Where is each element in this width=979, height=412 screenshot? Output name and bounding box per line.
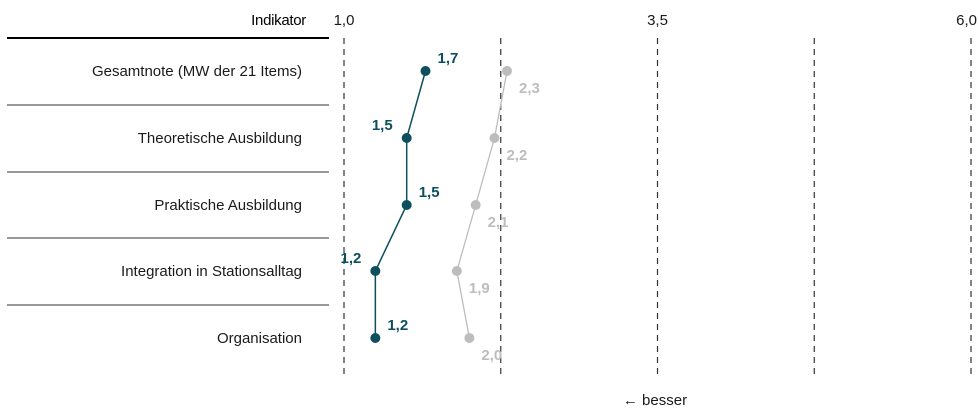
series-0-point xyxy=(420,66,431,76)
series-1-point xyxy=(451,266,462,276)
category-label: Theoretische Ausbildung xyxy=(138,130,302,147)
better-direction-note: ← besser xyxy=(623,392,687,409)
series-0-data-label: 1,5 xyxy=(419,184,440,201)
series-0-point xyxy=(370,266,381,276)
series-1-point xyxy=(464,333,475,343)
series-0-point xyxy=(401,200,412,210)
category-label: Praktische Ausbildung xyxy=(154,197,302,214)
gridlines xyxy=(343,38,972,378)
series-0-data-label: 1,7 xyxy=(438,50,459,67)
header-indikator: Indikator xyxy=(251,12,306,29)
x-tick-label: 3,5 xyxy=(647,12,668,29)
series-0-line xyxy=(374,70,427,338)
series-1-data-label: 2,2 xyxy=(506,147,527,164)
category-labels: Gesamtnote (MW der 21 Items) Theoretische… xyxy=(92,63,302,347)
row-separators xyxy=(7,37,329,306)
series-0-data-label: 1,2 xyxy=(340,250,361,267)
series-layer: 2,3 2,2 2,1 1,9 2,0 1,7 1,5 1,5 1,2 1,2 xyxy=(340,50,539,364)
series-1-data-label: 2,3 xyxy=(519,80,540,97)
category-label: Organisation xyxy=(217,330,302,347)
series-1-point xyxy=(489,133,500,143)
series-0-data-label: 1,5 xyxy=(372,117,393,134)
series-1-point xyxy=(470,200,481,210)
x-tick-label: 1,0 xyxy=(334,12,355,29)
series-1-point xyxy=(502,66,513,76)
series-1-data-label: 2,1 xyxy=(488,214,509,231)
category-label: Integration in Stationsalltag xyxy=(121,263,302,280)
series-0-point xyxy=(370,333,381,343)
series-0-point xyxy=(401,133,412,143)
series-1-data-label: 2,0 xyxy=(481,347,502,364)
series-0-data-label: 1,2 xyxy=(387,317,408,334)
series-1-line xyxy=(456,70,508,339)
x-tick-label: 6,0 xyxy=(956,12,977,29)
x-tick-labels: 1,0 3,5 6,0 xyxy=(334,12,977,29)
series-1-data-label: 1,9 xyxy=(469,280,490,297)
category-label: Gesamtnote (MW der 21 Items) xyxy=(92,63,302,80)
